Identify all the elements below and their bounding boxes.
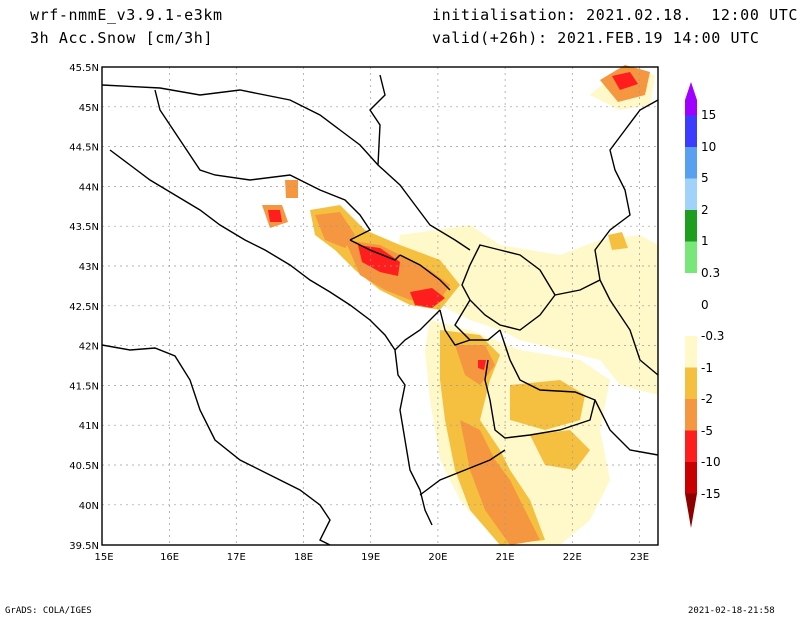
lon-label: 17E — [227, 552, 246, 563]
colorbar-label: -5 — [701, 424, 713, 438]
colorbar-label: 0 — [701, 298, 709, 312]
colorbar-swatch — [685, 367, 697, 399]
coastlines-borders — [101, 74, 659, 546]
lon-label: 22E — [563, 552, 582, 563]
lon-label: 19E — [361, 552, 380, 563]
lat-label: 39.5N — [69, 541, 99, 552]
colorbar-swatch — [685, 462, 697, 494]
lat-label: 44N — [79, 182, 99, 193]
colorbar-top-triangle — [685, 82, 697, 100]
footer-timestamp: 2021-02-18-21:58 — [688, 606, 775, 616]
footer-credit: GrADS: COLA/IGES — [5, 606, 92, 616]
colorbar-labels: 15 10 5 2 1 0.3 0 -0.3 -1 -2 -5 -10 -15 — [701, 108, 724, 501]
colorbar-label: 2 — [701, 203, 709, 217]
lat-label: 40.5N — [69, 461, 99, 472]
lon-label: 21E — [496, 552, 515, 563]
lat-label: 45N — [79, 103, 99, 114]
lat-label: 42.5N — [69, 302, 99, 313]
lon-label: 23E — [630, 552, 649, 563]
colorbar-label: -15 — [701, 487, 721, 501]
colorbar-bottom-triangle — [685, 493, 697, 528]
init-time: initialisation: 2021.02.18. 12:00 UTC — [432, 6, 798, 24]
model-title: wrf-nmmE_v3.9.1-e3km — [30, 6, 223, 24]
colorbar — [685, 82, 697, 528]
lat-label: 41.5N — [69, 381, 99, 392]
lon-label: 18E — [294, 552, 313, 563]
lat-label: 42N — [79, 342, 99, 353]
snow-shading — [262, 65, 658, 545]
colorbar-label: -1 — [701, 361, 713, 375]
colorbar-swatch — [685, 210, 697, 242]
colorbar-label: 0.3 — [701, 266, 720, 280]
lon-label: 15E — [94, 552, 113, 563]
colorbar-label: -0.3 — [701, 329, 724, 343]
colorbar-label: 1 — [701, 234, 709, 248]
field-title: 3h Acc.Snow [cm/3h] — [30, 29, 213, 47]
colorbar-swatch — [685, 273, 697, 336]
colorbar-swatch — [685, 241, 697, 273]
latitude-labels: 45.5N 45N 44.5N 44N 43.5N 43N 42.5N 42N … — [69, 63, 99, 552]
map-frame — [101, 66, 659, 546]
lat-label: 43.5N — [69, 222, 99, 233]
colorbar-swatch — [685, 399, 697, 431]
lon-label: 16E — [160, 552, 179, 563]
lat-label: 45.5N — [69, 63, 99, 74]
lat-label: 43N — [79, 262, 99, 273]
colorbar-swatch — [685, 178, 697, 210]
valid-time: valid(+26h): 2021.FEB.19 14:00 UTC — [432, 29, 760, 47]
colorbar-swatch — [685, 430, 697, 462]
lat-label: 44.5N — [69, 143, 99, 154]
colorbar-label: -10 — [701, 455, 721, 469]
lat-label: 40N — [79, 501, 99, 512]
map-grid — [102, 67, 658, 545]
lon-label: 20E — [428, 552, 447, 563]
colorbar-swatch — [685, 147, 697, 179]
colorbar-swatch — [685, 100, 697, 116]
colorbar-label: 15 — [701, 108, 716, 122]
colorbar-label: 5 — [701, 171, 709, 185]
longitude-labels: 15E 16E 17E 18E 19E 20E 21E 22E 23E — [94, 552, 649, 563]
lat-label: 41N — [79, 421, 99, 432]
colorbar-label: -2 — [701, 392, 713, 406]
colorbar-swatch — [685, 336, 697, 368]
colorbar-label: 10 — [701, 140, 716, 154]
colorbar-swatch — [685, 115, 697, 147]
